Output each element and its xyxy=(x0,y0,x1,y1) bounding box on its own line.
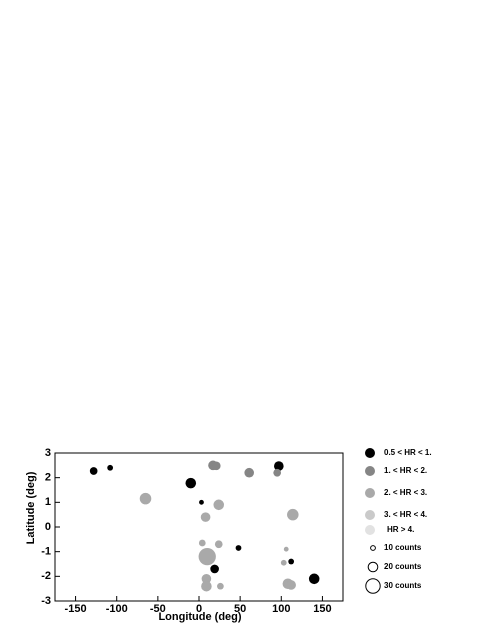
y-axis-title: Latitude (deg) xyxy=(25,471,37,544)
point xyxy=(107,464,114,471)
legend-marker xyxy=(365,448,375,458)
size-legend-marker xyxy=(365,578,381,594)
size-legend-label: 20 counts xyxy=(384,562,422,571)
y-tick-label: 1 xyxy=(45,496,51,508)
point xyxy=(201,580,212,592)
point xyxy=(244,467,254,478)
point xyxy=(286,580,296,590)
point xyxy=(217,582,224,590)
size-legend-marker xyxy=(367,561,379,573)
legend-marker xyxy=(365,466,375,476)
x-tick-label: 50 xyxy=(234,603,246,615)
legend-label: 2. < HR < 3. xyxy=(384,488,427,497)
x-axis-title: Longitude (deg) xyxy=(158,611,241,623)
point xyxy=(211,461,221,471)
point xyxy=(280,559,287,566)
point xyxy=(198,539,206,547)
legend-label: HR > 4. xyxy=(387,525,414,534)
y-tick-label: 0 xyxy=(45,521,51,533)
point xyxy=(235,545,242,551)
point xyxy=(308,573,320,585)
point xyxy=(288,558,295,565)
point xyxy=(274,461,284,471)
legend-marker xyxy=(365,525,375,535)
size-legend-label: 30 counts xyxy=(384,581,422,590)
x-tick-label: -50 xyxy=(150,603,166,615)
point xyxy=(210,564,219,574)
legend-label: 1. < HR < 2. xyxy=(384,466,427,475)
x-tick-label: 0 xyxy=(196,603,202,615)
legend-marker xyxy=(365,510,375,520)
legend-marker xyxy=(365,488,375,498)
x-tick-label: 100 xyxy=(272,603,290,615)
size-legend-marker xyxy=(370,545,376,551)
plot-frame xyxy=(54,452,344,602)
point xyxy=(185,477,197,489)
point xyxy=(283,546,289,552)
y-tick-label: -3 xyxy=(41,595,51,607)
x-tick-label: -150 xyxy=(65,603,87,615)
x-tick-label: -100 xyxy=(106,603,128,615)
point xyxy=(213,499,225,511)
x-tick-label: 150 xyxy=(313,603,331,615)
point xyxy=(273,468,282,477)
y-tick-label: -1 xyxy=(41,546,51,558)
point xyxy=(199,499,204,505)
y-tick-label: -2 xyxy=(41,570,51,582)
point xyxy=(198,547,216,566)
y-tick-label: 3 xyxy=(45,447,51,459)
size-legend-label: 10 counts xyxy=(384,543,422,552)
point xyxy=(200,512,211,522)
y-tick-label: 2 xyxy=(45,472,51,484)
point xyxy=(287,508,299,521)
point xyxy=(201,574,212,584)
point xyxy=(139,492,152,505)
legend-label: 3. < HR < 4. xyxy=(384,510,427,519)
legend-label: 0.5 < HR < 1. xyxy=(384,448,432,457)
point xyxy=(214,540,223,549)
point xyxy=(89,467,98,475)
